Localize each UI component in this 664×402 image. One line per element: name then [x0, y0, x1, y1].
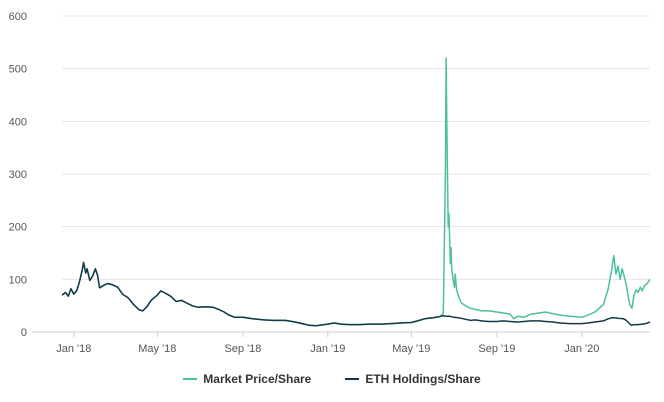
y-tick-label: 400 [9, 116, 27, 128]
y-tick-label: 600 [9, 11, 27, 23]
axes: 0 100 200 300 400 500 600 Jan '18 May '18 Sep '18… [9, 11, 650, 355]
y-tick-label: 300 [9, 169, 27, 181]
series-lines [61, 57, 651, 327]
y-tick-label: 100 [9, 274, 27, 286]
series-line-market-price [61, 57, 651, 327]
x-tick-label: May '18 [138, 343, 176, 355]
legend-item-market-price[interactable]: Market Price/Share [183, 372, 311, 386]
y-tick-label: 500 [9, 64, 27, 76]
x-tick-label: Jan '19 [310, 343, 345, 355]
x-tick-label: Jan '20 [564, 343, 599, 355]
series-line-eth-holdings [61, 261, 651, 327]
x-tick-label: Sep '19 [478, 343, 515, 355]
x-tick-label: May '19 [392, 343, 430, 355]
legend: Market Price/Share ETH Holdings/Share [0, 372, 664, 386]
y-tick-label: 0 [21, 327, 27, 339]
legend-label-eth-holdings: ETH Holdings/Share [365, 372, 481, 386]
gridlines [62, 15, 650, 280]
legend-swatch-market-price [183, 378, 198, 380]
y-tick-label: 200 [9, 222, 27, 234]
x-tick-label: Jan '18 [56, 343, 91, 355]
legend-label-market-price: Market Price/Share [203, 372, 312, 386]
legend-item-eth-holdings[interactable]: ETH Holdings/Share [345, 372, 481, 386]
line-chart: 0 100 200 300 400 500 600 Jan '18 May '18 Sep '18… [9, 11, 651, 355]
legend-swatch-eth-holdings [345, 378, 360, 380]
x-tick-label: Sep '18 [224, 343, 261, 355]
